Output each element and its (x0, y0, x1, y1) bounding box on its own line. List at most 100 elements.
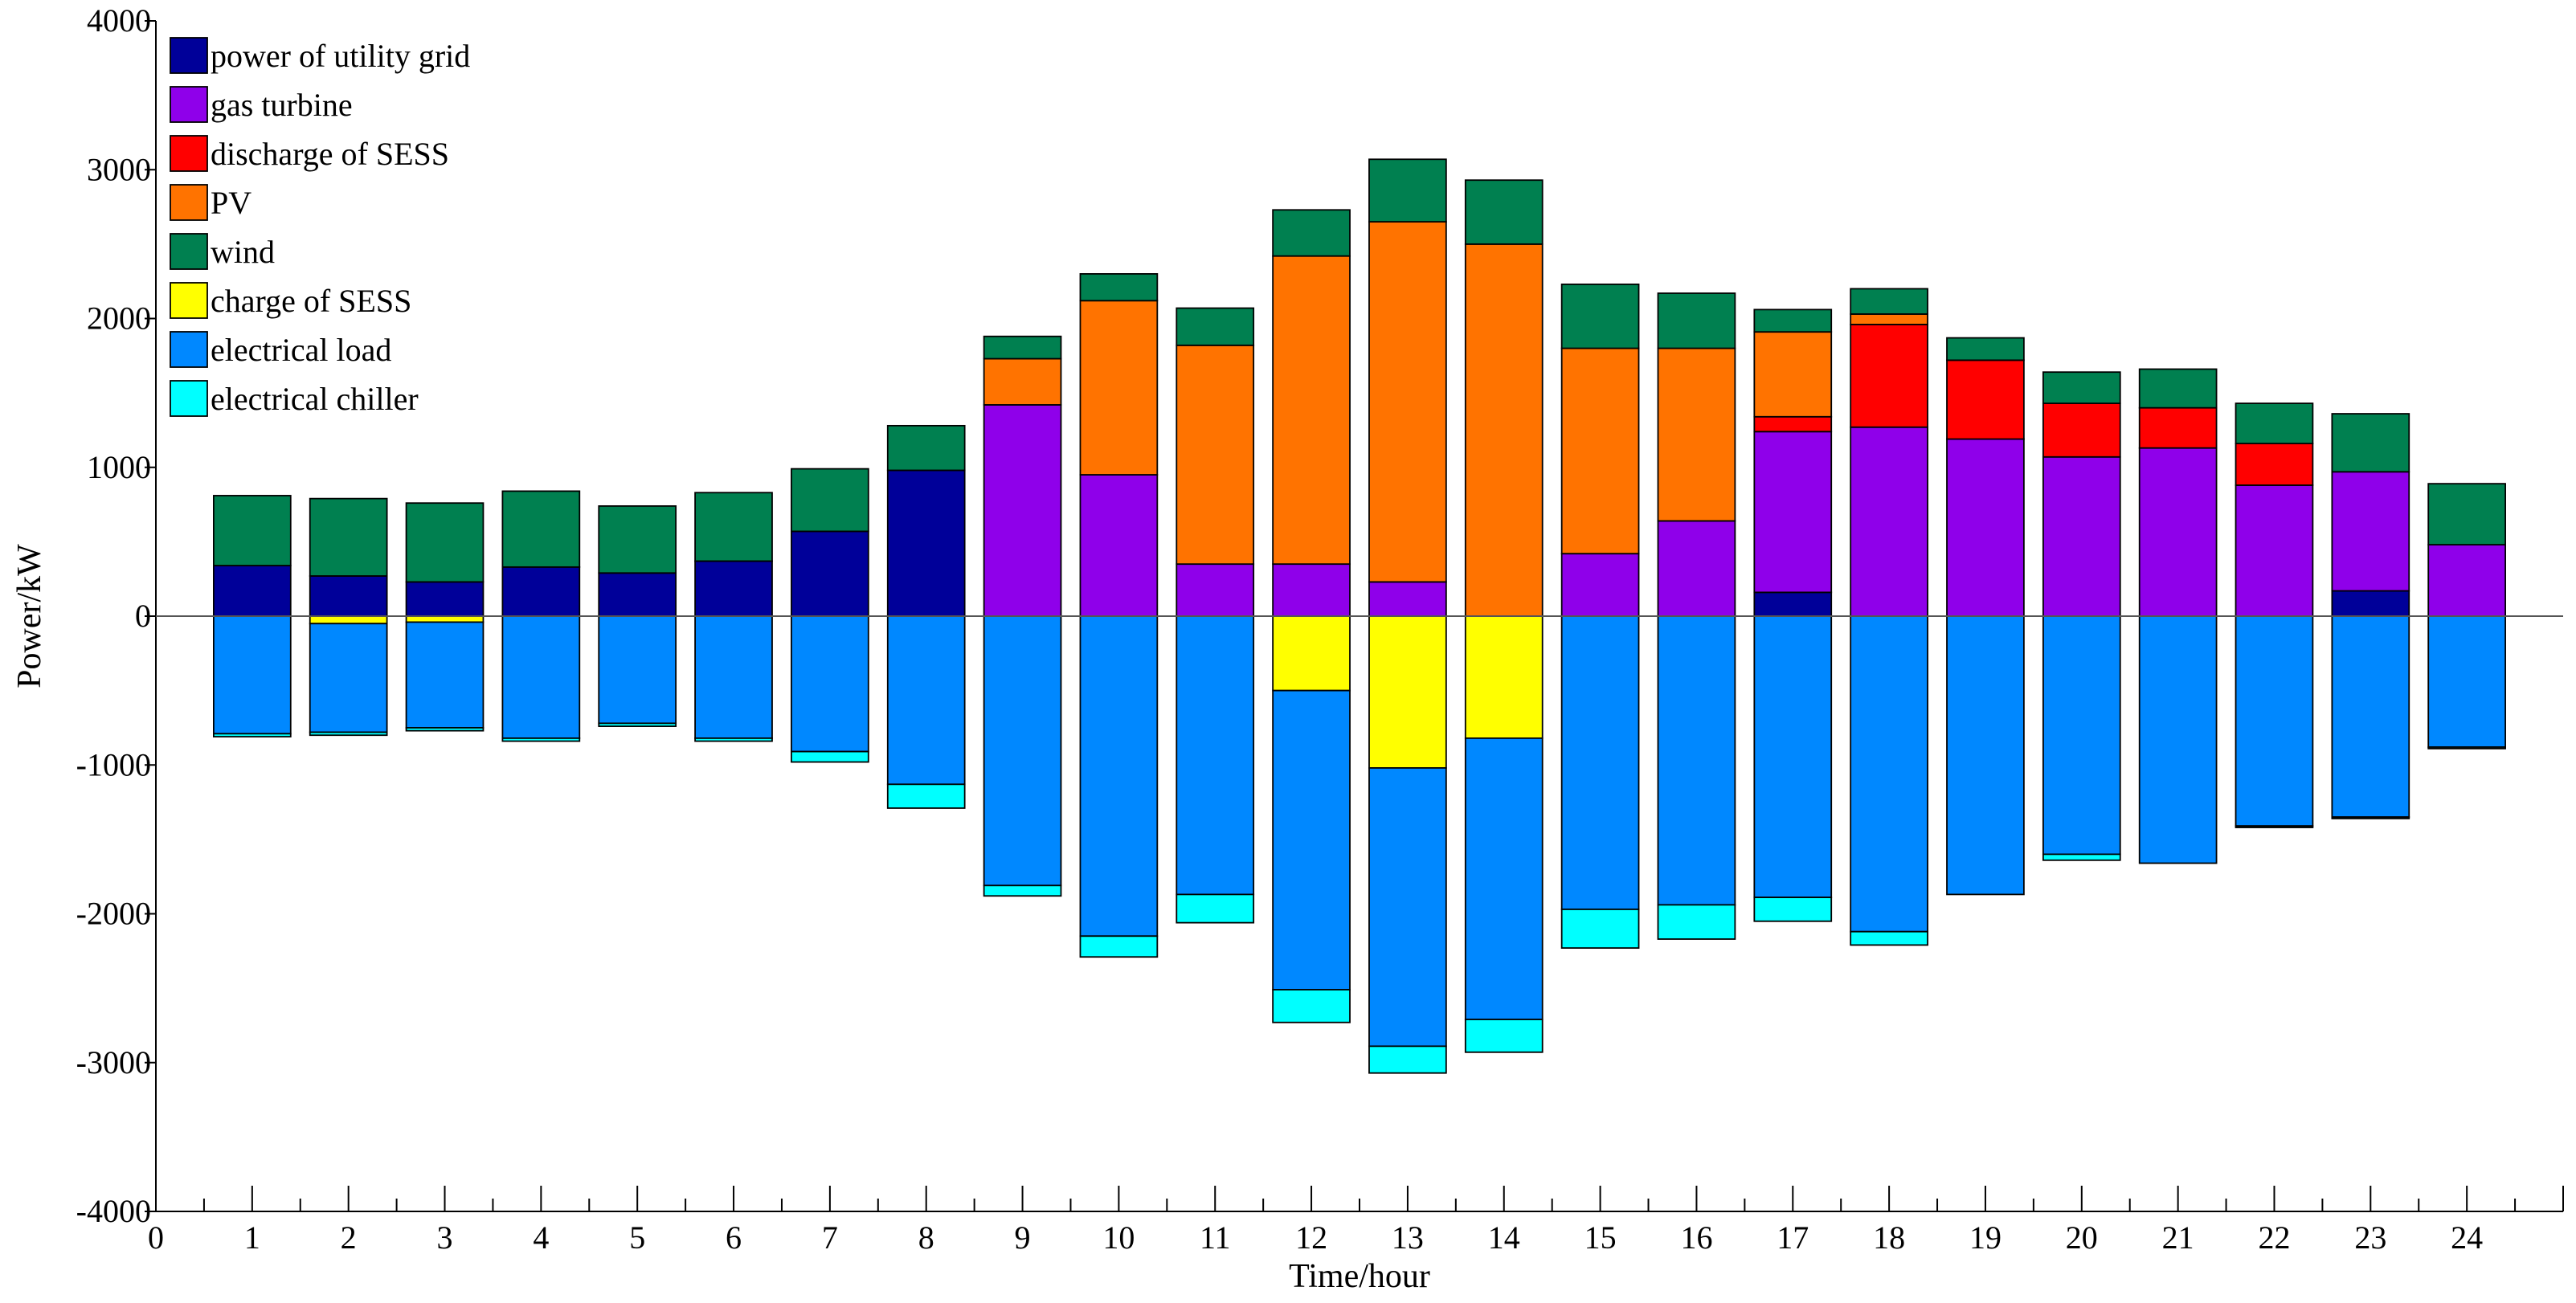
bar-electrical-load-hour-17 (1753, 615, 1833, 899)
legend-label-electrical-load: electrical load (211, 332, 391, 368)
bar-electrical-chiller-hour-18 (1850, 930, 1928, 946)
x-tick-label: 16 (1680, 1219, 1712, 1256)
bar-gas-turbine-hour-20 (2042, 455, 2121, 617)
legend-swatch-wind (170, 233, 208, 270)
bar-gas-turbine-hour-22 (2235, 484, 2314, 617)
bar-wind-hour-13 (1368, 158, 1447, 223)
bar-gas-turbine-hour-9 (983, 404, 1062, 617)
bar-charge-of-sess-hour-12 (1272, 615, 1351, 692)
bar-electrical-chiller-hour-2 (309, 731, 388, 737)
x-tick-label: 20 (2066, 1219, 2098, 1256)
y-tick-label: -4000 (76, 1193, 151, 1229)
bar-gas-turbine-hour-15 (1560, 553, 1640, 617)
bar-electrical-load-hour-12 (1272, 689, 1351, 991)
bar-wind-hour-1 (212, 495, 292, 566)
bar-electrical-load-hour-16 (1657, 615, 1736, 906)
bar-wind-hour-15 (1560, 283, 1640, 349)
bar-electrical-load-hour-11 (1176, 615, 1255, 896)
bar-wind-hour-20 (2042, 371, 2121, 404)
bar-wind-hour-24 (2427, 483, 2506, 545)
bar-pv-hour-13 (1368, 221, 1447, 583)
bar-wind-hour-4 (501, 490, 581, 568)
axes (155, 21, 2563, 1212)
legend-swatch-electrical-load (170, 331, 208, 368)
bar-wind-hour-23 (2331, 413, 2410, 473)
bar-electrical-chiller-hour-17 (1753, 897, 1833, 922)
bar-discharge-of-sess-hour-19 (1946, 359, 2025, 440)
x-tick-label: 17 (1777, 1219, 1809, 1256)
legend-swatch-charge-of-sess (170, 282, 208, 319)
bar-pv-hour-15 (1560, 347, 1640, 555)
bar-wind-hour-12 (1272, 209, 1351, 257)
bar-electrical-load-hour-14 (1464, 737, 1544, 1020)
legend-label-charge-of-sess: charge of SESS (211, 283, 411, 319)
y-axis-title: Power/kW (11, 544, 48, 688)
bar-discharge-of-sess-hour-21 (2138, 406, 2218, 449)
legend-label-pv: PV (211, 185, 251, 221)
bar-electrical-chiller-hour-13 (1368, 1045, 1447, 1074)
bar-gas-turbine-hour-12 (1272, 563, 1351, 617)
x-tick-label: 0 (148, 1219, 164, 1256)
bar-discharge-of-sess-hour-17 (1753, 415, 1833, 433)
bar-layer (212, 158, 2506, 1074)
legend-label-power-of-utility-grid: power of utility grid (211, 38, 470, 74)
bar-gas-turbine-hour-11 (1176, 563, 1255, 617)
x-tick-label: 22 (2258, 1219, 2290, 1256)
bar-discharge-of-sess-hour-18 (1850, 324, 1928, 428)
bar-electrical-load-hour-6 (694, 615, 773, 739)
bar-pv-hour-9 (983, 357, 1062, 406)
bar-wind-hour-9 (983, 335, 1062, 360)
x-tick-label: 12 (1295, 1219, 1327, 1256)
bar-pv-hour-18 (1850, 313, 1928, 325)
bar-power-of-utility-grid-hour-3 (405, 581, 485, 617)
legend-label-discharge-of-sess: discharge of SESS (211, 136, 449, 172)
bar-discharge-of-sess-hour-20 (2042, 402, 2121, 458)
bar-power-of-utility-grid-hour-1 (212, 565, 292, 617)
x-tick-label: 8 (918, 1219, 934, 1256)
legend-swatch-pv (170, 184, 208, 221)
bar-electrical-chiller-hour-12 (1272, 989, 1351, 1023)
x-tick-label: 21 (2162, 1219, 2194, 1256)
x-tick-label: 18 (1873, 1219, 1905, 1256)
y-tick-label: 3000 (87, 151, 151, 187)
bar-electrical-load-hour-9 (983, 615, 1062, 887)
bar-electrical-chiller-hour-16 (1657, 904, 1736, 940)
bar-gas-turbine-hour-16 (1657, 520, 1736, 617)
bar-pv-hour-12 (1272, 255, 1351, 566)
bar-electrical-load-hour-23 (2331, 615, 2410, 818)
legend-swatch-power-of-utility-grid (170, 37, 208, 74)
y-tick-label: 2000 (87, 300, 151, 337)
bar-electrical-chiller-hour-5 (598, 722, 677, 727)
bar-gas-turbine-hour-19 (1946, 438, 2025, 617)
legend-label-wind: wind (211, 234, 275, 270)
bar-wind-hour-3 (405, 502, 485, 583)
y-tick-label: -2000 (76, 896, 151, 932)
legend: power of utility grid gas turbine discharg… (170, 37, 470, 417)
bar-discharge-of-sess-hour-22 (2235, 443, 2314, 486)
legend-swatch-electrical-chiller (170, 380, 208, 417)
bar-electrical-load-hour-15 (1560, 615, 1640, 910)
x-tick-label: 4 (533, 1219, 549, 1256)
bar-wind-hour-18 (1850, 288, 1928, 315)
bar-electrical-chiller-hour-23 (2331, 816, 2410, 819)
bar-electrical-load-hour-5 (598, 615, 677, 725)
bar-wind-hour-22 (2235, 402, 2314, 445)
bar-electrical-chiller-hour-11 (1176, 893, 1255, 924)
bar-power-of-utility-grid-hour-5 (598, 572, 677, 617)
legend-label-gas-turbine: gas turbine (211, 87, 353, 123)
x-tick-label: 11 (1200, 1219, 1231, 1256)
x-tick-label: 23 (2354, 1219, 2386, 1256)
bar-electrical-chiller-hour-14 (1464, 1019, 1544, 1053)
bar-electrical-load-hour-24 (2427, 615, 2506, 748)
bar-electrical-chiller-hour-9 (983, 884, 1062, 897)
bar-electrical-load-hour-19 (1946, 615, 2025, 896)
bar-pv-hour-14 (1464, 243, 1544, 617)
bar-electrical-load-hour-4 (501, 615, 581, 739)
bar-gas-turbine-hour-17 (1753, 431, 1833, 594)
bar-electrical-load-hour-21 (2138, 615, 2218, 864)
bar-electrical-chiller-hour-15 (1560, 909, 1640, 949)
bar-electrical-chiller-hour-10 (1079, 935, 1159, 958)
bar-wind-hour-7 (791, 468, 869, 533)
bar-electrical-load-hour-18 (1850, 615, 1928, 933)
